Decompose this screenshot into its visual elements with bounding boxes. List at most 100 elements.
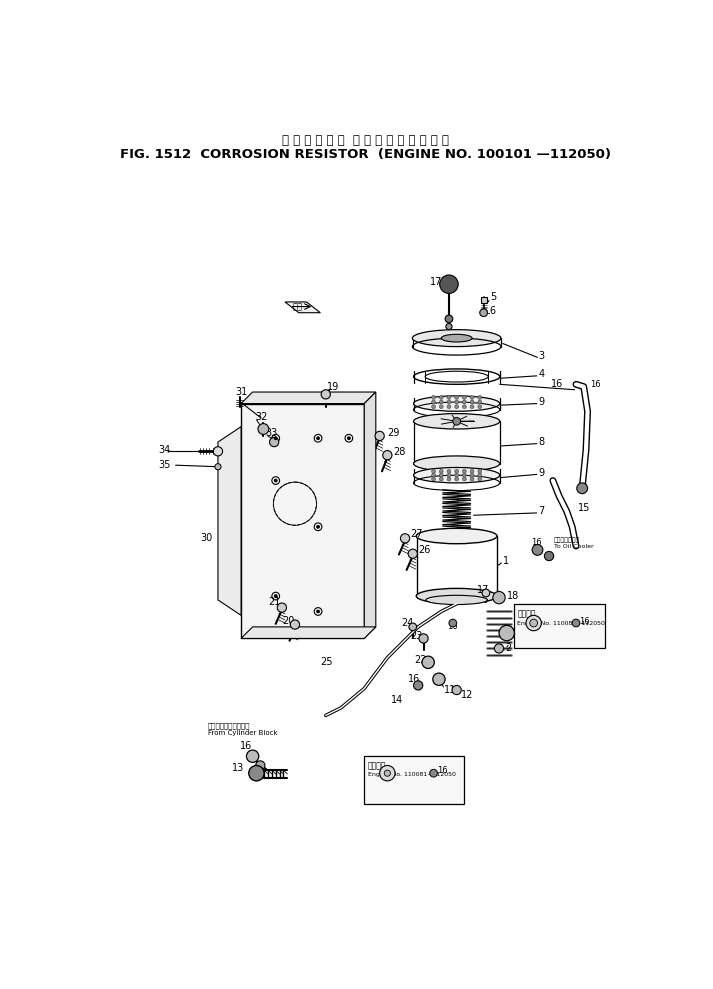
Text: 31: 31 [236, 387, 248, 397]
Circle shape [433, 674, 445, 685]
Circle shape [447, 405, 451, 408]
Circle shape [321, 390, 330, 399]
Text: 30: 30 [200, 533, 212, 543]
Circle shape [453, 417, 461, 425]
Text: To Oil Cooler: To Oil Cooler [554, 544, 593, 549]
Circle shape [445, 315, 453, 322]
Circle shape [455, 396, 458, 400]
Circle shape [408, 549, 417, 559]
Circle shape [317, 437, 319, 440]
Polygon shape [241, 392, 376, 404]
Circle shape [439, 396, 443, 400]
Polygon shape [241, 404, 364, 639]
Circle shape [530, 619, 538, 627]
Circle shape [470, 396, 474, 400]
Text: 26: 26 [418, 545, 431, 555]
Circle shape [439, 474, 443, 477]
Text: コ ロ ー ジ ョ ン  レ ジ ス タ 　 適 用 号 機: コ ロ ー ジ ョ ン レ ジ ス タ 適 用 号 機 [282, 135, 448, 147]
Circle shape [447, 477, 451, 481]
Text: 1: 1 [503, 557, 509, 567]
Text: 16: 16 [240, 741, 252, 752]
Circle shape [213, 447, 222, 456]
Circle shape [277, 603, 287, 612]
Polygon shape [285, 302, 320, 313]
Circle shape [409, 623, 416, 631]
Circle shape [463, 405, 466, 408]
Text: 適用号機: 適用号機 [368, 761, 386, 770]
Circle shape [419, 634, 429, 643]
Text: 6: 6 [490, 307, 496, 316]
Ellipse shape [416, 528, 497, 544]
Text: 適用号機: 適用号機 [518, 609, 536, 618]
Circle shape [463, 401, 466, 404]
Circle shape [375, 431, 384, 440]
Circle shape [439, 477, 443, 481]
Circle shape [439, 470, 443, 474]
Circle shape [455, 477, 458, 481]
Circle shape [430, 769, 437, 777]
Circle shape [422, 656, 434, 669]
Text: 16: 16 [408, 674, 421, 684]
Text: 2: 2 [506, 644, 511, 654]
Circle shape [447, 401, 451, 404]
Circle shape [247, 750, 259, 763]
Text: 16: 16 [448, 622, 458, 631]
Circle shape [532, 545, 543, 555]
Text: 13: 13 [232, 763, 244, 772]
Text: 21: 21 [268, 597, 280, 607]
Circle shape [478, 477, 482, 481]
Circle shape [439, 401, 443, 404]
Text: 22: 22 [414, 655, 427, 665]
Text: 19: 19 [327, 382, 339, 392]
Text: 16: 16 [550, 379, 563, 389]
Circle shape [478, 401, 482, 404]
Circle shape [317, 610, 319, 613]
Circle shape [455, 401, 458, 404]
Polygon shape [218, 426, 241, 615]
Text: Engine No. 110081~112050: Engine No. 110081~112050 [368, 772, 456, 777]
Circle shape [447, 474, 451, 477]
Ellipse shape [412, 329, 501, 346]
Ellipse shape [414, 456, 500, 472]
Circle shape [463, 474, 466, 477]
Text: 7: 7 [538, 506, 545, 516]
Text: 35: 35 [159, 460, 171, 470]
Circle shape [478, 396, 482, 400]
Circle shape [290, 620, 299, 629]
Text: 16: 16 [531, 538, 542, 547]
Circle shape [572, 619, 580, 627]
Circle shape [455, 470, 458, 474]
Circle shape [317, 525, 319, 528]
Circle shape [384, 770, 391, 776]
Text: 33: 33 [266, 428, 278, 438]
Text: 11: 11 [443, 685, 456, 695]
Circle shape [494, 644, 503, 653]
Circle shape [470, 401, 474, 404]
Circle shape [275, 479, 277, 482]
Circle shape [446, 323, 452, 329]
Bar [364, 757, 464, 804]
Circle shape [470, 477, 474, 481]
Text: 15: 15 [578, 502, 590, 512]
Text: 16: 16 [590, 380, 600, 389]
Circle shape [478, 470, 482, 474]
Circle shape [414, 680, 423, 690]
Circle shape [258, 423, 269, 434]
Text: 23: 23 [411, 631, 423, 641]
Text: 34: 34 [159, 445, 171, 455]
Text: 17: 17 [478, 584, 490, 595]
Text: FIG. 1512  CORROSION RESISTOR  (ENGINE NO. 100101 —112050): FIG. 1512 CORROSION RESISTOR (ENGINE NO.… [120, 148, 610, 161]
Ellipse shape [414, 396, 500, 411]
Circle shape [383, 451, 392, 460]
Circle shape [478, 405, 482, 408]
Circle shape [455, 405, 458, 408]
Text: 14: 14 [391, 695, 404, 705]
Circle shape [256, 761, 265, 770]
Circle shape [431, 474, 436, 477]
Text: 28: 28 [394, 447, 406, 457]
Circle shape [347, 437, 350, 440]
Circle shape [455, 474, 458, 477]
Circle shape [463, 477, 466, 481]
Circle shape [463, 470, 466, 474]
Circle shape [482, 589, 490, 596]
